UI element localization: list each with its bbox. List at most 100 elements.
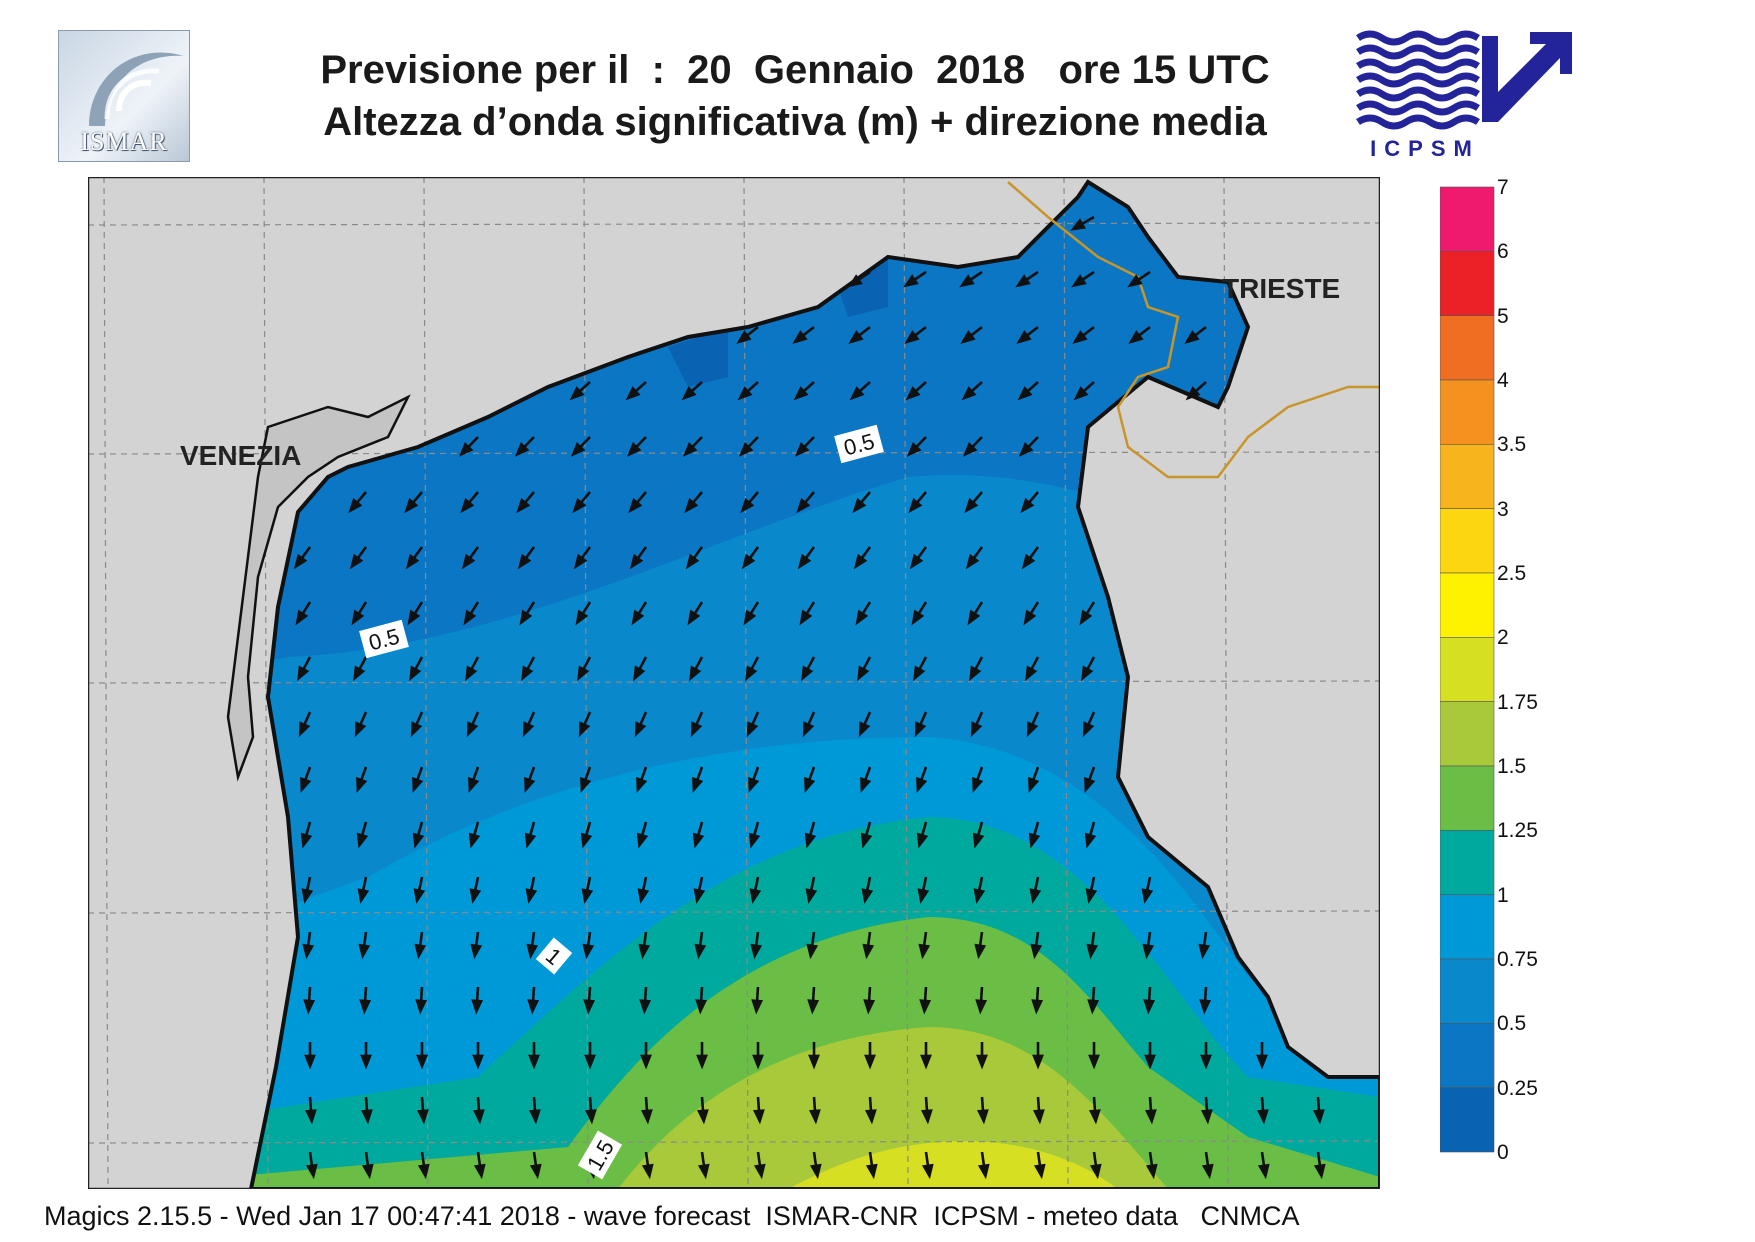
direction-arrow-head bbox=[1089, 1163, 1102, 1180]
direction-arrow-head bbox=[916, 832, 929, 849]
direction-arrow-head bbox=[1144, 1054, 1156, 1070]
direction-arrow-head bbox=[804, 832, 817, 849]
direction-arrow-head bbox=[693, 888, 706, 904]
direction-arrow-head bbox=[629, 553, 644, 570]
direction-arrow-head bbox=[748, 832, 761, 849]
direction-arrow-head bbox=[405, 553, 420, 570]
direction-arrow-head bbox=[1313, 1163, 1326, 1180]
direction-arrow-head bbox=[1087, 999, 1100, 1015]
direction-arrow-head bbox=[1127, 274, 1143, 288]
direction-arrow-head bbox=[792, 330, 808, 344]
direction-arrow-head bbox=[908, 497, 923, 514]
direction-arrow-head bbox=[524, 776, 536, 793]
direction-arrow-head bbox=[1256, 1054, 1268, 1070]
direction-arrow-head bbox=[976, 1054, 988, 1070]
direction-arrow-head bbox=[353, 665, 366, 682]
direction-arrow-head bbox=[809, 1109, 821, 1125]
direction-arrow-head bbox=[977, 1109, 989, 1125]
direction-arrow-head bbox=[1073, 386, 1089, 401]
direction-arrow-head bbox=[847, 274, 863, 288]
direction-arrow-head bbox=[753, 1109, 765, 1125]
direction-arrow-head bbox=[641, 1163, 654, 1180]
direction-arrow-head bbox=[1088, 1054, 1100, 1070]
direction-arrow-head bbox=[469, 888, 482, 904]
direction-arrow-head bbox=[529, 1163, 542, 1180]
direction-arrow-head bbox=[1145, 1163, 1158, 1180]
direction-arrow-head bbox=[471, 999, 484, 1015]
direction-arrow-head bbox=[636, 832, 649, 849]
direction-arrow-head bbox=[1142, 943, 1155, 960]
direction-arrow-head bbox=[580, 832, 593, 849]
icpsm-logo: ICPSM bbox=[1350, 28, 1580, 163]
direction-arrow-head bbox=[752, 1054, 764, 1070]
icpsm-logo-text: ICPSM bbox=[1370, 136, 1480, 161]
direction-arrow-head bbox=[1072, 330, 1088, 344]
direction-arrow-head bbox=[1033, 1109, 1045, 1125]
direction-arrow-head bbox=[793, 386, 809, 401]
direction-arrow-head bbox=[861, 888, 874, 904]
direction-arrow-head bbox=[305, 1163, 318, 1180]
direction-arrow-head bbox=[527, 999, 540, 1015]
direction-arrow-head bbox=[1021, 553, 1036, 570]
colorbar-label: 0.25 bbox=[1497, 1076, 1538, 1100]
direction-arrow-head bbox=[962, 442, 978, 457]
direction-arrow-head bbox=[1145, 1109, 1157, 1125]
direction-arrow-head bbox=[849, 386, 865, 401]
direction-arrow-head bbox=[634, 721, 647, 738]
direction-arrow-head bbox=[807, 999, 820, 1015]
direction-arrow-head bbox=[526, 943, 539, 960]
direction-arrow-head bbox=[301, 888, 314, 904]
direction-arrow-head bbox=[802, 721, 815, 738]
direction-arrow-head bbox=[1079, 609, 1093, 626]
direction-arrow-head bbox=[303, 999, 316, 1015]
direction-arrow-head bbox=[697, 1163, 710, 1180]
contour-label-3: 1 bbox=[535, 937, 573, 975]
direction-arrow-head bbox=[578, 721, 591, 738]
direction-arrow-head bbox=[967, 609, 981, 626]
direction-arrow-head bbox=[914, 721, 927, 738]
direction-arrow-head bbox=[468, 832, 481, 849]
direction-arrow-head bbox=[1029, 888, 1042, 904]
direction-arrow-head bbox=[361, 1109, 373, 1125]
direction-arrow-head bbox=[1030, 943, 1043, 960]
direction-arrow-head bbox=[753, 1163, 766, 1180]
direction-arrow-head bbox=[918, 943, 931, 960]
direction-arrow-head bbox=[1031, 999, 1044, 1015]
direction-arrow-head bbox=[416, 1054, 428, 1070]
colorbar-label: 6 bbox=[1497, 240, 1509, 264]
direction-arrow-head bbox=[737, 386, 753, 401]
colorbar-band bbox=[1440, 701, 1495, 767]
direction-arrow-head bbox=[473, 1109, 485, 1125]
wave-height-map: 0.5 0.5 1 1.5 bbox=[88, 177, 1380, 1189]
direction-arrow-head bbox=[1200, 1054, 1212, 1070]
direction-arrow-head bbox=[359, 999, 372, 1015]
direction-arrow-head bbox=[1084, 776, 1096, 793]
direction-arrow-head bbox=[906, 442, 922, 457]
direction-arrow-head bbox=[797, 553, 812, 570]
direction-arrow-head bbox=[524, 832, 537, 849]
direction-arrow-head bbox=[852, 497, 867, 514]
direction-arrow-head bbox=[304, 1054, 316, 1070]
contour-label-1: 0.5 bbox=[359, 619, 409, 659]
colorbar-label: 3.5 bbox=[1497, 433, 1527, 457]
lat-lon-grid bbox=[88, 177, 1380, 1189]
direction-arrow-head bbox=[517, 553, 532, 570]
direction-arrow-head bbox=[687, 609, 701, 626]
direction-arrow-head bbox=[1084, 832, 1097, 849]
direction-arrow-head bbox=[514, 442, 530, 457]
direction-arrow-head bbox=[570, 442, 586, 457]
direction-arrow-head bbox=[569, 386, 585, 401]
colorbar-label: 4 bbox=[1497, 369, 1509, 392]
direction-arrow-head bbox=[404, 497, 419, 514]
direction-arrow-head bbox=[970, 721, 983, 738]
direction-arrow-head bbox=[529, 1109, 541, 1125]
venice-lagoon bbox=[226, 394, 411, 782]
direction-arrow-head bbox=[360, 1054, 372, 1070]
direction-arrow-head bbox=[516, 497, 531, 514]
direction-arrow-head bbox=[583, 999, 596, 1015]
direction-arrow-head bbox=[853, 553, 868, 570]
direction-arrow-head bbox=[1257, 1163, 1270, 1180]
colorbar-band bbox=[1440, 508, 1495, 574]
colorbar-label: 1.75 bbox=[1497, 690, 1538, 714]
direction-arrow-head bbox=[1016, 330, 1032, 344]
